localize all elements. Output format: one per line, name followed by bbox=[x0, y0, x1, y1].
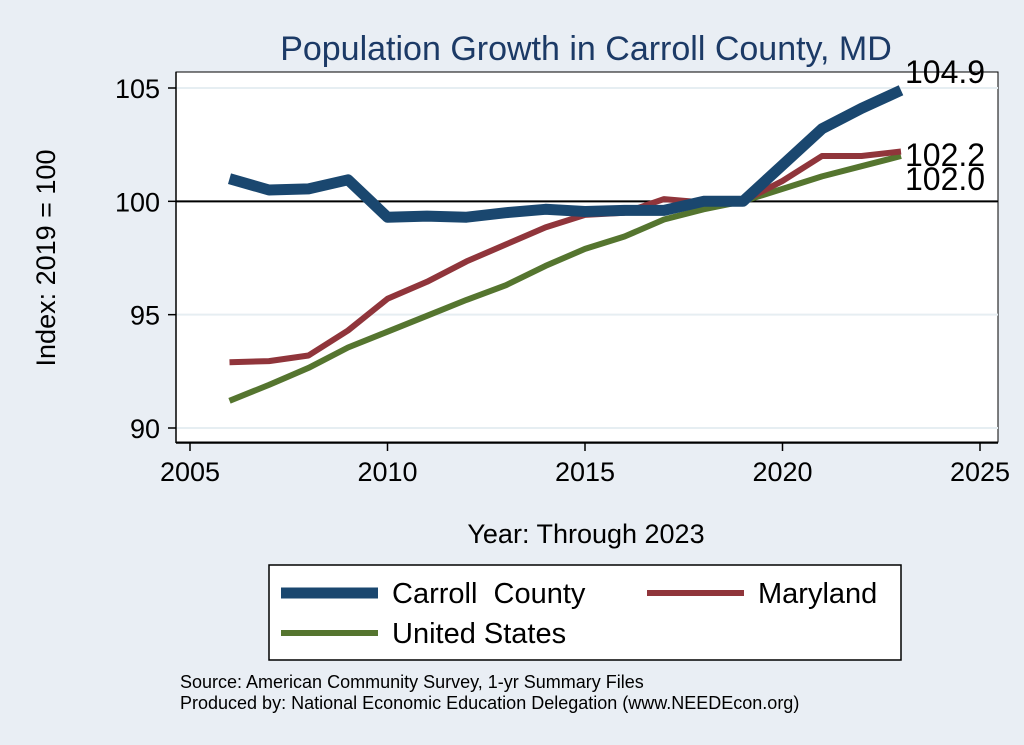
x-tick-label: 2020 bbox=[752, 457, 812, 487]
plot-area bbox=[175, 71, 999, 443]
axes: 90 95 100 105 2005 2010 2015 2020 2025 bbox=[115, 72, 1010, 487]
series-lines bbox=[227, 85, 904, 404]
legend-label: Maryland bbox=[758, 578, 877, 610]
y-tick-label: 105 bbox=[115, 74, 160, 104]
source-note-line: Source: American Community Survey, 1-yr … bbox=[180, 672, 644, 692]
y-tick-label: 100 bbox=[115, 187, 160, 217]
y-tick-label: 95 bbox=[130, 301, 160, 331]
series-line-0 bbox=[227, 85, 904, 223]
legend: Carroll County Maryland United States bbox=[268, 564, 902, 661]
end-value-label: 102.2 bbox=[905, 137, 985, 173]
series-line-2 bbox=[228, 153, 902, 404]
grid bbox=[176, 87, 998, 429]
y-axis-title: Index: 2019 = 100 bbox=[31, 150, 61, 367]
end-value-label: 102.0 bbox=[905, 161, 985, 197]
series-line-1 bbox=[229, 148, 902, 366]
legend-label: Carroll County bbox=[392, 578, 586, 610]
y-tick-label: 90 bbox=[130, 414, 160, 444]
chart-title: Population Growth in Carroll County, MD bbox=[280, 30, 892, 68]
source-note-line: Produced by: National Economic Education… bbox=[180, 693, 799, 713]
source-notes: Source: American Community Survey, 1-yr … bbox=[180, 672, 799, 713]
legend-label: United States bbox=[392, 618, 566, 650]
x-tick-label: 2005 bbox=[160, 457, 220, 487]
x-tick-label: 2025 bbox=[950, 457, 1010, 487]
legend-box bbox=[268, 564, 902, 661]
x-axis-title: Year: Through 2023 bbox=[467, 519, 704, 549]
end-value-label: 104.9 bbox=[905, 54, 985, 90]
x-tick-label: 2010 bbox=[357, 457, 417, 487]
x-tick-label: 2015 bbox=[555, 457, 615, 487]
